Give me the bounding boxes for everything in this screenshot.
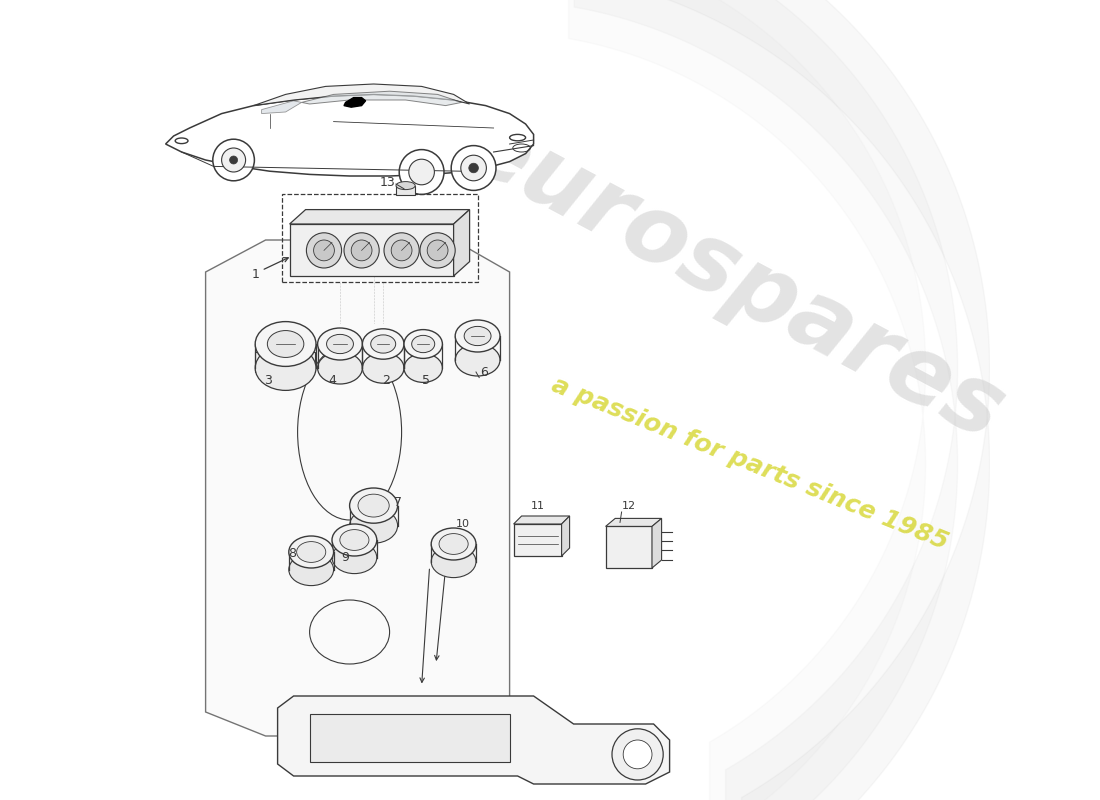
Circle shape bbox=[451, 146, 496, 190]
Ellipse shape bbox=[297, 542, 326, 562]
Polygon shape bbox=[262, 101, 301, 114]
Polygon shape bbox=[206, 240, 509, 736]
Bar bbox=[396, 186, 415, 195]
Circle shape bbox=[212, 139, 254, 181]
Polygon shape bbox=[301, 91, 462, 106]
Ellipse shape bbox=[289, 536, 333, 568]
Circle shape bbox=[314, 240, 334, 261]
Polygon shape bbox=[254, 84, 470, 106]
Ellipse shape bbox=[350, 488, 397, 523]
Ellipse shape bbox=[289, 554, 333, 586]
Polygon shape bbox=[277, 696, 670, 784]
Polygon shape bbox=[289, 224, 453, 276]
Polygon shape bbox=[514, 516, 570, 524]
Ellipse shape bbox=[332, 524, 377, 556]
Ellipse shape bbox=[332, 542, 377, 574]
Ellipse shape bbox=[431, 546, 476, 578]
Ellipse shape bbox=[396, 182, 415, 190]
Ellipse shape bbox=[318, 328, 362, 360]
Ellipse shape bbox=[255, 322, 316, 366]
Polygon shape bbox=[166, 94, 534, 176]
Circle shape bbox=[469, 163, 478, 173]
Text: 2: 2 bbox=[382, 374, 389, 386]
Ellipse shape bbox=[327, 334, 353, 354]
Ellipse shape bbox=[358, 494, 389, 517]
Ellipse shape bbox=[431, 528, 476, 560]
Circle shape bbox=[307, 233, 342, 268]
Circle shape bbox=[392, 240, 412, 261]
Text: 11: 11 bbox=[530, 502, 544, 511]
Text: 3: 3 bbox=[264, 374, 272, 386]
Text: eurospares: eurospares bbox=[448, 99, 1019, 461]
Text: 6: 6 bbox=[480, 366, 488, 378]
Polygon shape bbox=[652, 518, 661, 568]
Ellipse shape bbox=[340, 530, 368, 550]
Circle shape bbox=[624, 740, 652, 769]
Ellipse shape bbox=[267, 330, 304, 358]
Circle shape bbox=[221, 148, 245, 172]
Bar bbox=[514, 524, 562, 556]
Ellipse shape bbox=[362, 329, 404, 359]
Ellipse shape bbox=[404, 330, 442, 358]
Circle shape bbox=[230, 156, 238, 164]
Circle shape bbox=[384, 233, 419, 268]
Circle shape bbox=[344, 233, 380, 268]
Bar bbox=[255, 352, 316, 372]
Polygon shape bbox=[289, 210, 470, 224]
Polygon shape bbox=[606, 518, 661, 526]
Ellipse shape bbox=[439, 534, 469, 554]
Ellipse shape bbox=[350, 508, 397, 543]
Text: 8: 8 bbox=[288, 547, 296, 560]
Text: 13: 13 bbox=[381, 176, 396, 189]
Ellipse shape bbox=[255, 346, 316, 390]
Ellipse shape bbox=[411, 335, 434, 353]
Bar bbox=[309, 714, 509, 762]
Text: 12: 12 bbox=[621, 502, 636, 511]
Polygon shape bbox=[453, 210, 470, 276]
Circle shape bbox=[461, 155, 486, 181]
Circle shape bbox=[420, 233, 455, 268]
Text: 7: 7 bbox=[394, 496, 402, 509]
Text: 10: 10 bbox=[456, 519, 470, 529]
Ellipse shape bbox=[455, 320, 500, 352]
Text: 4: 4 bbox=[328, 374, 336, 386]
Circle shape bbox=[351, 240, 372, 261]
Text: 1: 1 bbox=[251, 268, 260, 281]
Circle shape bbox=[409, 159, 434, 185]
Bar bbox=[606, 526, 652, 568]
Ellipse shape bbox=[464, 326, 491, 346]
Ellipse shape bbox=[404, 354, 442, 382]
Ellipse shape bbox=[318, 352, 362, 384]
Bar bbox=[282, 194, 477, 282]
Polygon shape bbox=[344, 98, 365, 107]
Ellipse shape bbox=[362, 353, 404, 383]
Ellipse shape bbox=[455, 344, 500, 376]
Polygon shape bbox=[562, 516, 570, 556]
Text: 9: 9 bbox=[342, 551, 350, 564]
Text: 5: 5 bbox=[421, 374, 430, 386]
Text: a passion for parts since 1985: a passion for parts since 1985 bbox=[548, 373, 952, 555]
Circle shape bbox=[399, 150, 444, 194]
Ellipse shape bbox=[371, 335, 396, 353]
Circle shape bbox=[612, 729, 663, 780]
Circle shape bbox=[427, 240, 448, 261]
